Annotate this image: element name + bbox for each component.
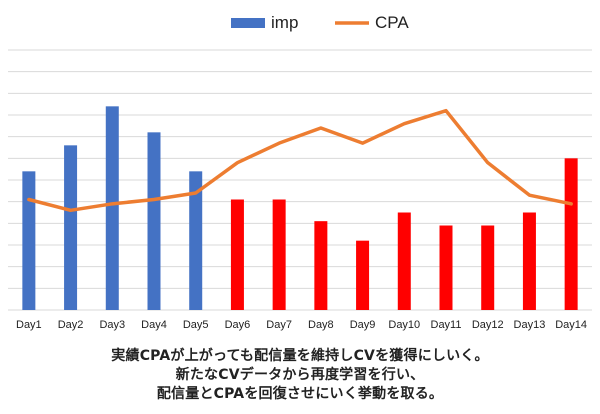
caption-line-3: 配信量とCPAを回復させにいく挙動を取る。	[156, 386, 444, 402]
x-tick-label-day10: Day10	[388, 319, 420, 331]
bar-day1	[22, 171, 36, 310]
x-tick-label-day6: Day6	[225, 319, 251, 331]
bar-series-imp	[22, 106, 578, 310]
x-tick-label-day2: Day2	[58, 319, 84, 331]
legend-label-imp: imp	[271, 13, 298, 32]
combo-chart: Day1 Day2 Day3 Day4 Day5 Day6 Day7 Day8 Day9 Day1…	[8, 13, 592, 331]
x-tick-label-day3: Day3	[99, 319, 125, 331]
bar-day12	[481, 225, 495, 310]
bar-day14	[564, 158, 578, 310]
caption-line-2: 新たなCVデータから再度学習を行い、	[175, 367, 425, 383]
x-tick-label-day1: Day1	[16, 319, 42, 331]
bar-day4	[147, 132, 161, 310]
bar-day3	[105, 106, 119, 310]
x-tick-label-day12: Day12	[472, 319, 504, 331]
x-tick-label-day8: Day8	[308, 319, 334, 331]
x-tick-label-day7: Day7	[266, 319, 292, 331]
x-tick-label-day9: Day9	[350, 319, 376, 331]
x-tick-label-day4: Day4	[141, 319, 167, 331]
bar-day7	[272, 199, 286, 310]
bar-day11	[439, 225, 453, 310]
legend: imp CPA	[231, 13, 409, 32]
bar-day8	[314, 221, 328, 310]
gridlines	[8, 49, 592, 311]
x-tick-label-day14: Day14	[555, 319, 587, 331]
x-tick-label-day11: Day11	[431, 319, 462, 331]
bar-day5	[189, 171, 203, 310]
bar-day13	[522, 212, 536, 310]
x-tick-label-day13: Day13	[514, 319, 546, 331]
bar-day6	[230, 199, 244, 310]
caption-line-1: 実績CPAが上がっても配信量を維持しCVを獲得にしいく。	[111, 348, 489, 364]
x-tick-label-day5: Day5	[183, 319, 209, 331]
bar-day10	[397, 212, 411, 310]
legend-label-cpa: CPA	[375, 13, 409, 32]
legend-swatch-imp	[231, 18, 265, 28]
bar-day2	[64, 145, 78, 310]
bar-day9	[356, 240, 370, 310]
line-series-cpa	[27, 108, 573, 213]
